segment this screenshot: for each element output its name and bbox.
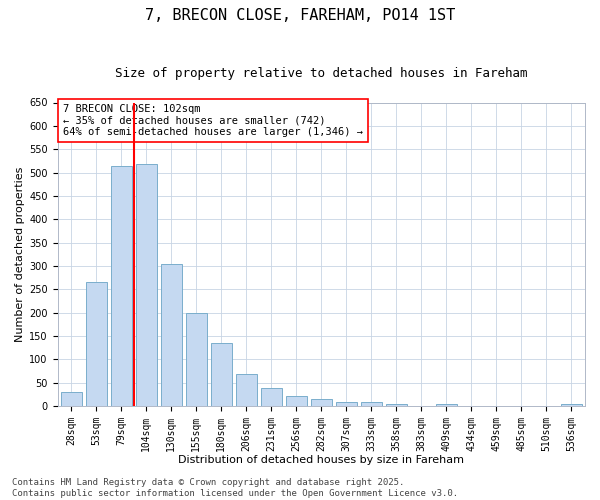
Bar xyxy=(61,392,82,406)
Bar xyxy=(436,404,457,406)
Bar xyxy=(386,404,407,406)
Bar xyxy=(311,399,332,406)
Bar xyxy=(260,388,282,406)
Title: Size of property relative to detached houses in Fareham: Size of property relative to detached ho… xyxy=(115,68,527,80)
Text: Contains HM Land Registry data © Crown copyright and database right 2025.
Contai: Contains HM Land Registry data © Crown c… xyxy=(12,478,458,498)
Bar xyxy=(361,402,382,406)
Text: 7 BRECON CLOSE: 102sqm
← 35% of detached houses are smaller (742)
64% of semi-de: 7 BRECON CLOSE: 102sqm ← 35% of detached… xyxy=(63,104,363,137)
Bar xyxy=(560,404,582,406)
Bar xyxy=(185,314,207,406)
Bar xyxy=(211,344,232,406)
Y-axis label: Number of detached properties: Number of detached properties xyxy=(15,166,25,342)
Bar xyxy=(86,282,107,406)
Text: 7, BRECON CLOSE, FAREHAM, PO14 1ST: 7, BRECON CLOSE, FAREHAM, PO14 1ST xyxy=(145,8,455,22)
Bar xyxy=(236,374,257,406)
Bar xyxy=(335,402,357,406)
Bar xyxy=(161,264,182,406)
Bar xyxy=(286,396,307,406)
Bar xyxy=(136,164,157,406)
Bar xyxy=(110,166,132,406)
X-axis label: Distribution of detached houses by size in Fareham: Distribution of detached houses by size … xyxy=(178,455,464,465)
